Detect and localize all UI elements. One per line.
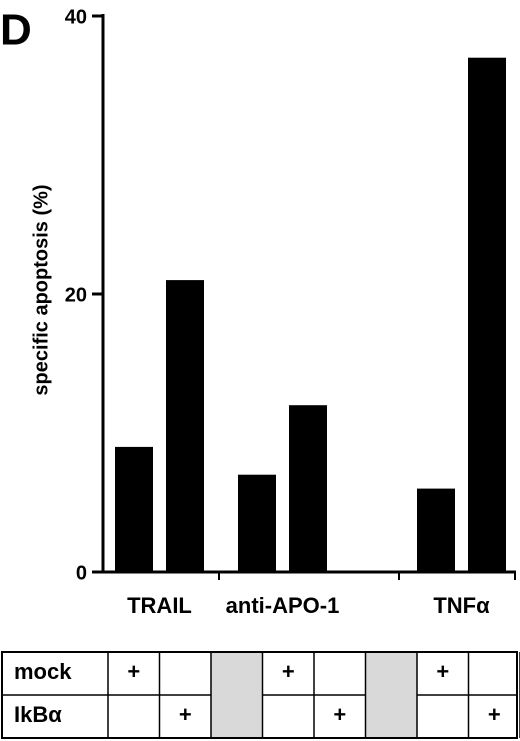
bar [238, 474, 276, 572]
bar [468, 57, 506, 572]
condition-marker: + [179, 702, 192, 727]
table-spacer [365, 653, 417, 737]
x-tick-label: TRAIL [127, 593, 192, 618]
condition-marker: + [333, 702, 346, 727]
panel-label: D [0, 6, 32, 55]
condition-marker: + [127, 659, 140, 684]
bar [289, 405, 327, 572]
bar [115, 446, 153, 572]
x-tick-label: TNFα [433, 593, 490, 618]
y-tick-label: 40 [65, 6, 87, 28]
y-tick-label: 0 [76, 562, 87, 584]
condition-marker: + [282, 659, 295, 684]
y-tick-label: 20 [65, 284, 87, 306]
table-spacer [211, 653, 263, 737]
legend-label: IkBα [14, 702, 62, 727]
x-tick-label: anti-APO-1 [226, 593, 340, 618]
condition-marker: + [488, 702, 501, 727]
legend-label: mock [14, 659, 72, 684]
condition-marker: + [436, 659, 449, 684]
bar [417, 488, 455, 572]
bar [166, 280, 204, 572]
y-axis-label: specific apoptosis (%) [30, 184, 52, 395]
